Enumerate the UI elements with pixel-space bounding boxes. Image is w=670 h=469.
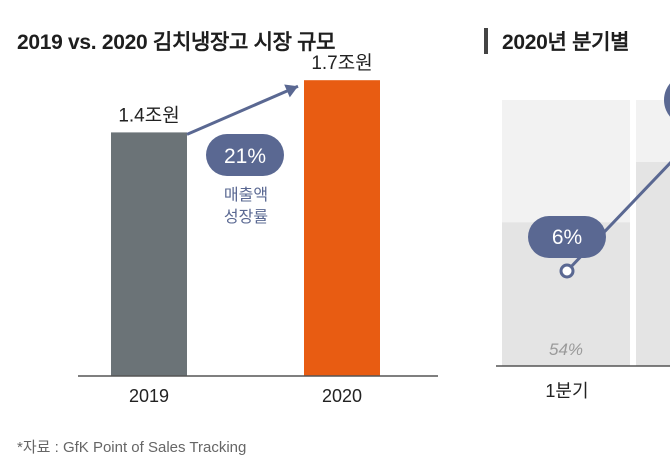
growth-bubble	[528, 216, 606, 258]
tick-label-1분기: 1분기	[545, 381, 588, 401]
chart-title-left: 2019 vs. 2020 김치냉장고 시장 규모	[17, 31, 336, 54]
bar-next-quarter	[636, 162, 670, 366]
bar-2020	[304, 80, 380, 376]
bar-2019	[111, 132, 187, 376]
title-marker-bar	[484, 28, 488, 54]
growth-arrow-line	[186, 84, 299, 136]
growth-caption-line: 매출액	[224, 186, 268, 204]
value-label-2019: 1.4조원	[118, 104, 179, 126]
chart-title-right: 2020년 분기별	[502, 31, 630, 54]
growth-bubble	[206, 134, 284, 176]
quarterly-chart: 54% 1분기 6%	[496, 83, 670, 401]
growth-bubble-cut-off	[664, 83, 670, 117]
source-note: *자료 : GfK Point of Sales Tracking	[17, 439, 247, 456]
growth-value: 21%	[224, 145, 266, 168]
growth-point	[559, 263, 575, 279]
value-label-2020: 1.7조원	[311, 52, 372, 74]
growth-caption-line: 성장률	[224, 208, 268, 226]
tick-label-2020: 2020	[322, 386, 362, 406]
growth-arrow-head	[284, 84, 298, 98]
tick-label-2019: 2019	[129, 386, 169, 406]
value-label-1분기: 54%	[549, 340, 583, 359]
growth-value: 6%	[552, 226, 582, 249]
